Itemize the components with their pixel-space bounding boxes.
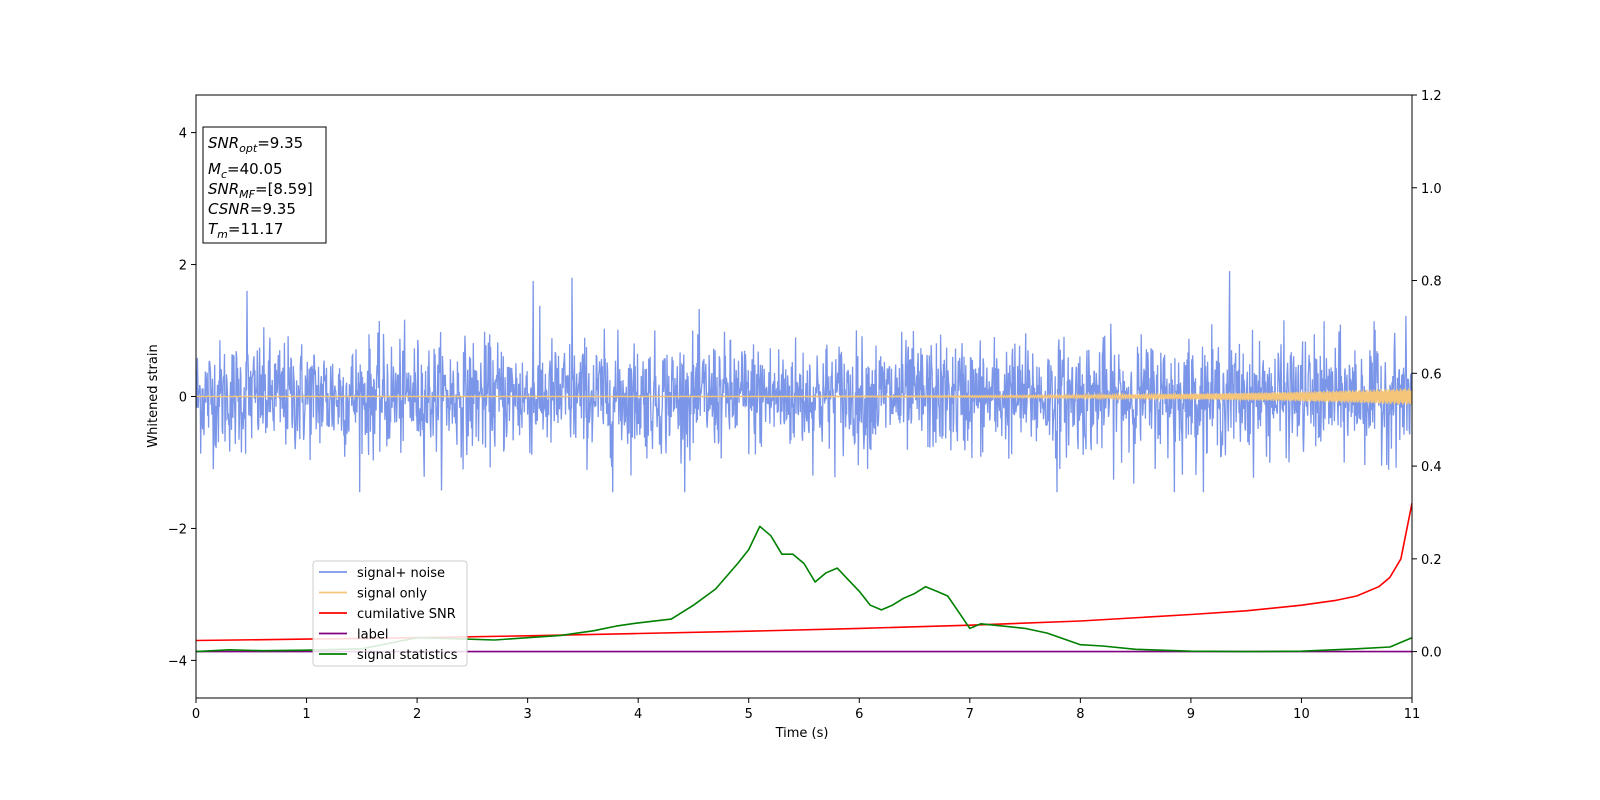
y-tick-label: 2 — [179, 259, 187, 274]
x-tick-label: 2 — [413, 707, 421, 722]
y-tick-label: −4 — [168, 654, 187, 669]
y2-tick-label: 1.2 — [1421, 89, 1442, 104]
x-tick-label: 6 — [855, 707, 863, 722]
y2-tick-label: 0.8 — [1421, 275, 1442, 290]
legend-label: label — [357, 628, 388, 643]
x-tick-label: 0 — [192, 707, 200, 722]
annotation-line: Tm=11.17 — [208, 220, 283, 241]
x-tick-label: 5 — [745, 707, 753, 722]
x-axis: 0 1 2 3 4 5 6 7 8 9 10 11 — [192, 698, 1420, 722]
legend-label: signal only — [357, 587, 427, 602]
series-line-cumilative-snr — [196, 503, 1412, 642]
x-tick-label: 3 — [523, 707, 531, 722]
legend-label: signal+ noise — [357, 566, 445, 581]
x-tick-label: 11 — [1404, 707, 1421, 722]
legend-label: cumilative SNR — [357, 607, 456, 622]
x-tick-label: 9 — [1187, 707, 1195, 722]
y2-tick-label: 1.0 — [1421, 182, 1442, 197]
y2-tick-label: 0.2 — [1421, 553, 1442, 568]
y-axis-right: 0.0 0.2 0.4 0.6 0.8 1.0 1.2 — [1412, 89, 1442, 661]
annotation-line: SNRopt=9.35 — [208, 134, 303, 155]
x-tick-label: 8 — [1076, 707, 1084, 722]
annotation-line: CSNR=9.35 — [208, 200, 296, 218]
y-tick-label: 4 — [179, 127, 187, 142]
x-tick-label: 7 — [966, 707, 974, 722]
x-axis-label: Time (s) — [775, 726, 829, 741]
series-line-signal-statistics — [196, 525, 1412, 653]
legend: signal+ noise signal only cumilative SNR la… — [312, 560, 468, 667]
series-line-signal-only — [196, 388, 1412, 405]
y-axis-left: −4 −2 0 2 4 — [168, 127, 196, 669]
x-tick-label: 4 — [634, 707, 642, 722]
annotation-line: Mc=40.05 — [208, 160, 283, 181]
series-line-signal-noise — [196, 271, 1412, 493]
y2-tick-label: 0.6 — [1421, 367, 1442, 382]
annotation-box: SNRopt=9.35 Mc=40.05SNRMF=[8.59]CSNR=9.35… — [202, 126, 327, 244]
y2-tick-label: 0.0 — [1421, 646, 1442, 661]
x-tick-label: 10 — [1293, 707, 1310, 722]
annotation-line: SNRMF=[8.59] — [208, 180, 313, 201]
y2-tick-label: 0.4 — [1421, 460, 1442, 475]
legend-label: signal statistics — [357, 648, 458, 663]
y-axis-label: Whitened strain — [146, 344, 161, 447]
y-tick-label: 0 — [179, 391, 187, 406]
y-tick-label: −2 — [168, 522, 187, 537]
x-tick-label: 1 — [302, 707, 310, 722]
